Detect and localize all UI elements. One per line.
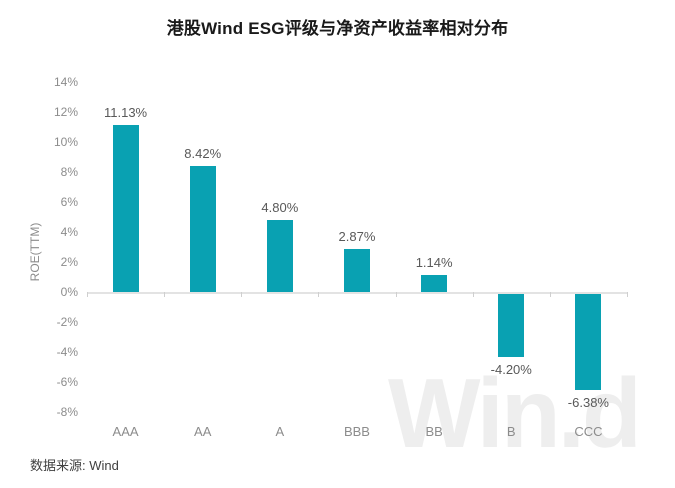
data-source-label: 数据来源: Wind xyxy=(30,458,119,473)
chart-title: 港股Wind ESG评级与净资产收益率相对分布 xyxy=(166,19,509,38)
x-axis-tick xyxy=(87,292,88,297)
bar-B xyxy=(498,294,525,357)
x-tick-label: AAA xyxy=(112,424,139,439)
bar-AAA xyxy=(112,125,139,292)
y-tick-label: 14% xyxy=(53,75,78,89)
y-tick-label: 2% xyxy=(60,255,78,269)
y-tick-label: -2% xyxy=(56,315,78,329)
x-tick-label: B xyxy=(506,424,516,439)
y-tick-label: 6% xyxy=(60,195,78,209)
bar-value-label: 1.14% xyxy=(415,254,453,270)
y-tick-label: 12% xyxy=(53,105,78,119)
y-tick-label: 8% xyxy=(60,165,78,179)
bar-value-label: -6.38% xyxy=(567,394,609,410)
x-axis-line xyxy=(87,292,627,294)
y-tick-label: -8% xyxy=(56,405,78,419)
x-tick-label: A xyxy=(275,424,285,439)
bar-BBB xyxy=(343,248,370,292)
bar-value-label: -4.20% xyxy=(490,362,532,377)
x-axis-tick xyxy=(395,292,397,297)
y-tick-label: 10% xyxy=(53,135,78,149)
y-tick-label: -4% xyxy=(56,345,78,359)
x-axis-tick xyxy=(549,292,551,297)
x-axis-tick xyxy=(164,292,166,297)
bar-CCC xyxy=(575,294,602,390)
x-axis-tick xyxy=(241,292,243,297)
bar-AA xyxy=(189,165,216,292)
x-tick-label: BBB xyxy=(343,424,370,439)
y-tick-label: -6% xyxy=(56,375,78,389)
x-tick-label: BB xyxy=(425,424,443,439)
y-tick-label: 0% xyxy=(60,285,78,299)
x-axis-tick xyxy=(472,292,474,297)
y-tick-label: 4% xyxy=(60,225,78,239)
x-tick-label: AA xyxy=(194,424,212,439)
bar-value-label: 11.13% xyxy=(103,105,148,121)
x-tick-label: CCC xyxy=(574,424,603,439)
x-axis-tick xyxy=(318,292,320,297)
bar-value-label: 4.80% xyxy=(261,200,299,215)
bar-BB xyxy=(421,274,448,292)
bar-value-label: 2.87% xyxy=(338,228,376,244)
bar-A xyxy=(266,220,293,292)
x-axis-tick xyxy=(626,292,628,297)
bar-value-label: 8.42% xyxy=(184,145,222,161)
